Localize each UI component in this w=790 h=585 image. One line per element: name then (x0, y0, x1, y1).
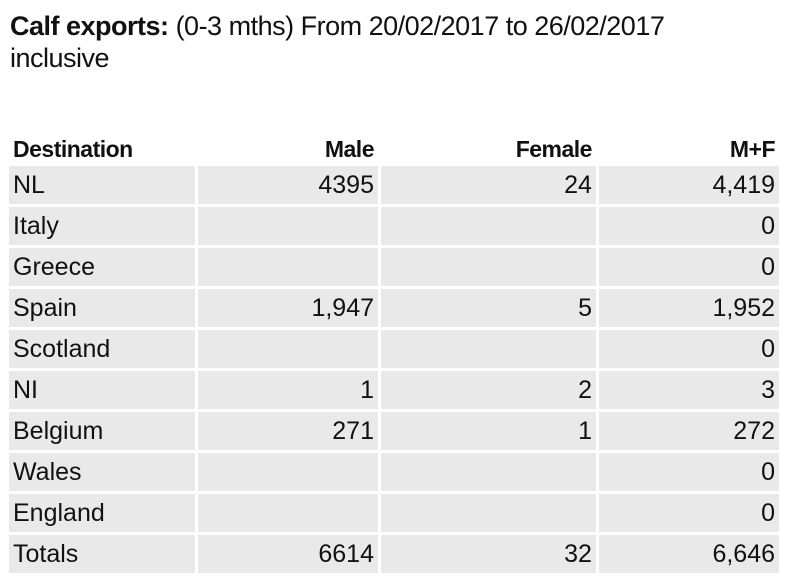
table-cell (381, 248, 596, 286)
table-cell: 1 (381, 412, 596, 450)
table-cell: 1 (198, 371, 378, 409)
table-cell: NL (9, 166, 195, 204)
table-cell (381, 330, 596, 368)
table-cell: 4,419 (598, 166, 779, 204)
table-cell: Spain (9, 289, 195, 327)
column-header: Female (515, 136, 593, 162)
table-cell: 1,952 (598, 289, 779, 327)
table-cell: 24 (381, 166, 596, 204)
table-cell: England (9, 494, 195, 532)
table-cell (198, 494, 378, 532)
table-cell (381, 453, 596, 491)
header-row: Destination Male Female M+F (9, 129, 779, 163)
table-cell: 0 (598, 453, 779, 491)
table-row: Greece 0 (9, 248, 779, 286)
table-cell: 0 (598, 330, 779, 368)
table-cell (198, 248, 378, 286)
table-cell: Belgium (9, 412, 195, 450)
table-cell: 272 (598, 412, 779, 450)
table-cell: Totals (9, 535, 195, 573)
table-row: Italy 0 (9, 207, 779, 245)
table-cell: 0 (598, 207, 779, 245)
table-cell (198, 207, 378, 245)
title: Calf exports: (0-3 mths) From 20/02/2017… (10, 10, 750, 74)
table-cell (381, 207, 596, 245)
table-cell (198, 453, 378, 491)
table-row: Scotland 0 (9, 330, 779, 368)
table-cell: 6614 (198, 535, 378, 573)
table-cell: 5 (381, 289, 596, 327)
table-cell: Scotland (9, 330, 195, 368)
table-row: Wales 0 (9, 453, 779, 491)
column-header: Destination (13, 136, 133, 162)
title-rest: (0-3 mths) From 20/02/2017 to 26/02/2017… (10, 11, 665, 73)
column-header: M+F (729, 136, 776, 162)
table-cell: 3 (598, 371, 779, 409)
table-cell: Italy (9, 207, 195, 245)
title-bold: Calf exports: (10, 11, 169, 41)
table-cell: 0 (598, 248, 779, 286)
table-row: NL 4395 24 4,419 (9, 166, 779, 204)
table-row: England 0 (9, 494, 779, 532)
table-row: Belgium 271 1 272 (9, 412, 779, 450)
table-body: NL 4395 24 4,419 Italy 0 Greece 0 Spain 1,947 5 1,9… (9, 166, 779, 573)
table-cell: 271 (198, 412, 378, 450)
table-cell: 4395 (198, 166, 378, 204)
table-cell: Greece (9, 248, 195, 286)
table-row: Totals 6614 32 6,646 (9, 535, 779, 573)
table-cell: 1,947 (198, 289, 378, 327)
table-row: Spain 1,947 5 1,952 (9, 289, 779, 327)
table-cell: 0 (598, 494, 779, 532)
table-cell: Wales (9, 453, 195, 491)
table-cell: NI (9, 371, 195, 409)
table-cell (381, 494, 596, 532)
table-cell: 2 (381, 371, 596, 409)
table-cell: 32 (381, 535, 596, 573)
table-cell: 6,646 (598, 535, 779, 573)
table-cell (198, 330, 378, 368)
column-header: Male (324, 136, 375, 162)
table-row: NI 1 2 3 (9, 371, 779, 409)
exports-table: Destination Male Female M+F NL 4395 24 4,419 It… (6, 126, 782, 576)
